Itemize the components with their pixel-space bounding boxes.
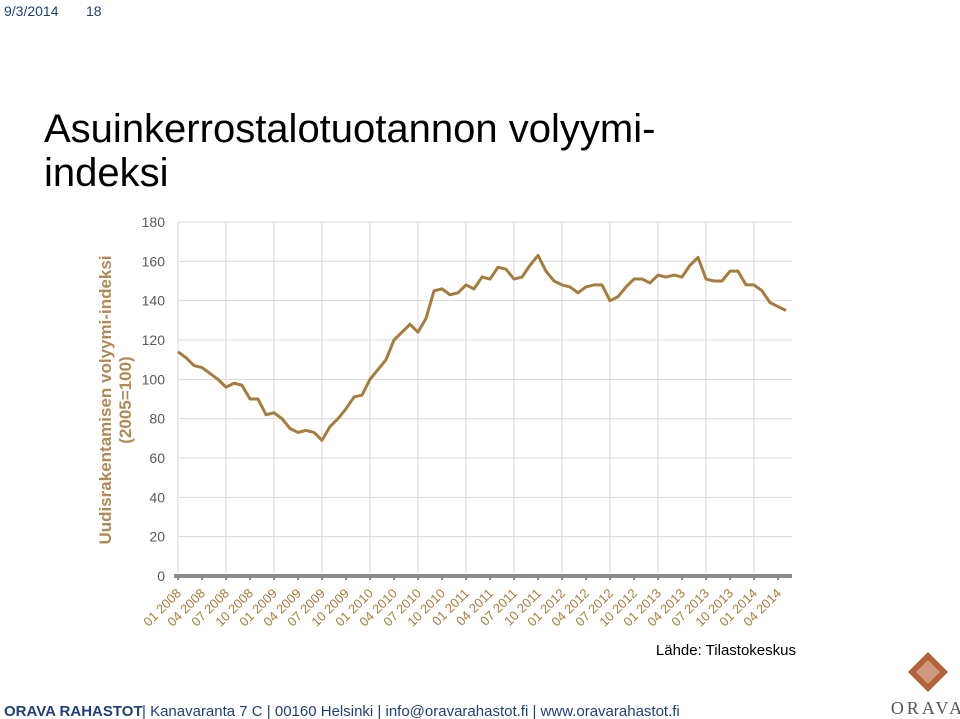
- y-axis-label: (2005=100): [116, 356, 135, 443]
- title: indeksi: [44, 151, 169, 195]
- y-tick-label: 80: [149, 411, 165, 427]
- logo: [908, 652, 948, 692]
- y-tick-label: 160: [142, 253, 166, 269]
- logo-diamond: [908, 652, 948, 692]
- footer-brand: ORAVA RAHASTOT: [4, 703, 143, 719]
- y-tick-label: 60: [149, 450, 165, 466]
- y-axis-label: Uudisrakentamisen volyymi-indeksi: [96, 255, 115, 544]
- source: Lähde: Tilastokeskus: [656, 642, 796, 659]
- y-tick-label: 140: [142, 293, 166, 309]
- y-tick-label: 180: [142, 214, 166, 230]
- y-tick-label: 0: [157, 568, 165, 584]
- y-tick-label: 120: [142, 332, 166, 348]
- y-tick-label: 20: [149, 529, 165, 545]
- y-tick-label: 100: [142, 371, 166, 387]
- logo-text: ORAVA: [891, 698, 960, 718]
- title: Asuinkerrostalotuotannon volyymi-: [44, 107, 655, 151]
- logo-diamond: [916, 660, 940, 684]
- data-line: [177, 253, 787, 442]
- date: 9/3/2014: [4, 3, 59, 19]
- y-tick-label: 40: [149, 489, 165, 505]
- footer-text: | Kanavaranta 7 C | 00160 Helsinki | inf…: [142, 703, 680, 719]
- page-number: 18: [86, 3, 102, 19]
